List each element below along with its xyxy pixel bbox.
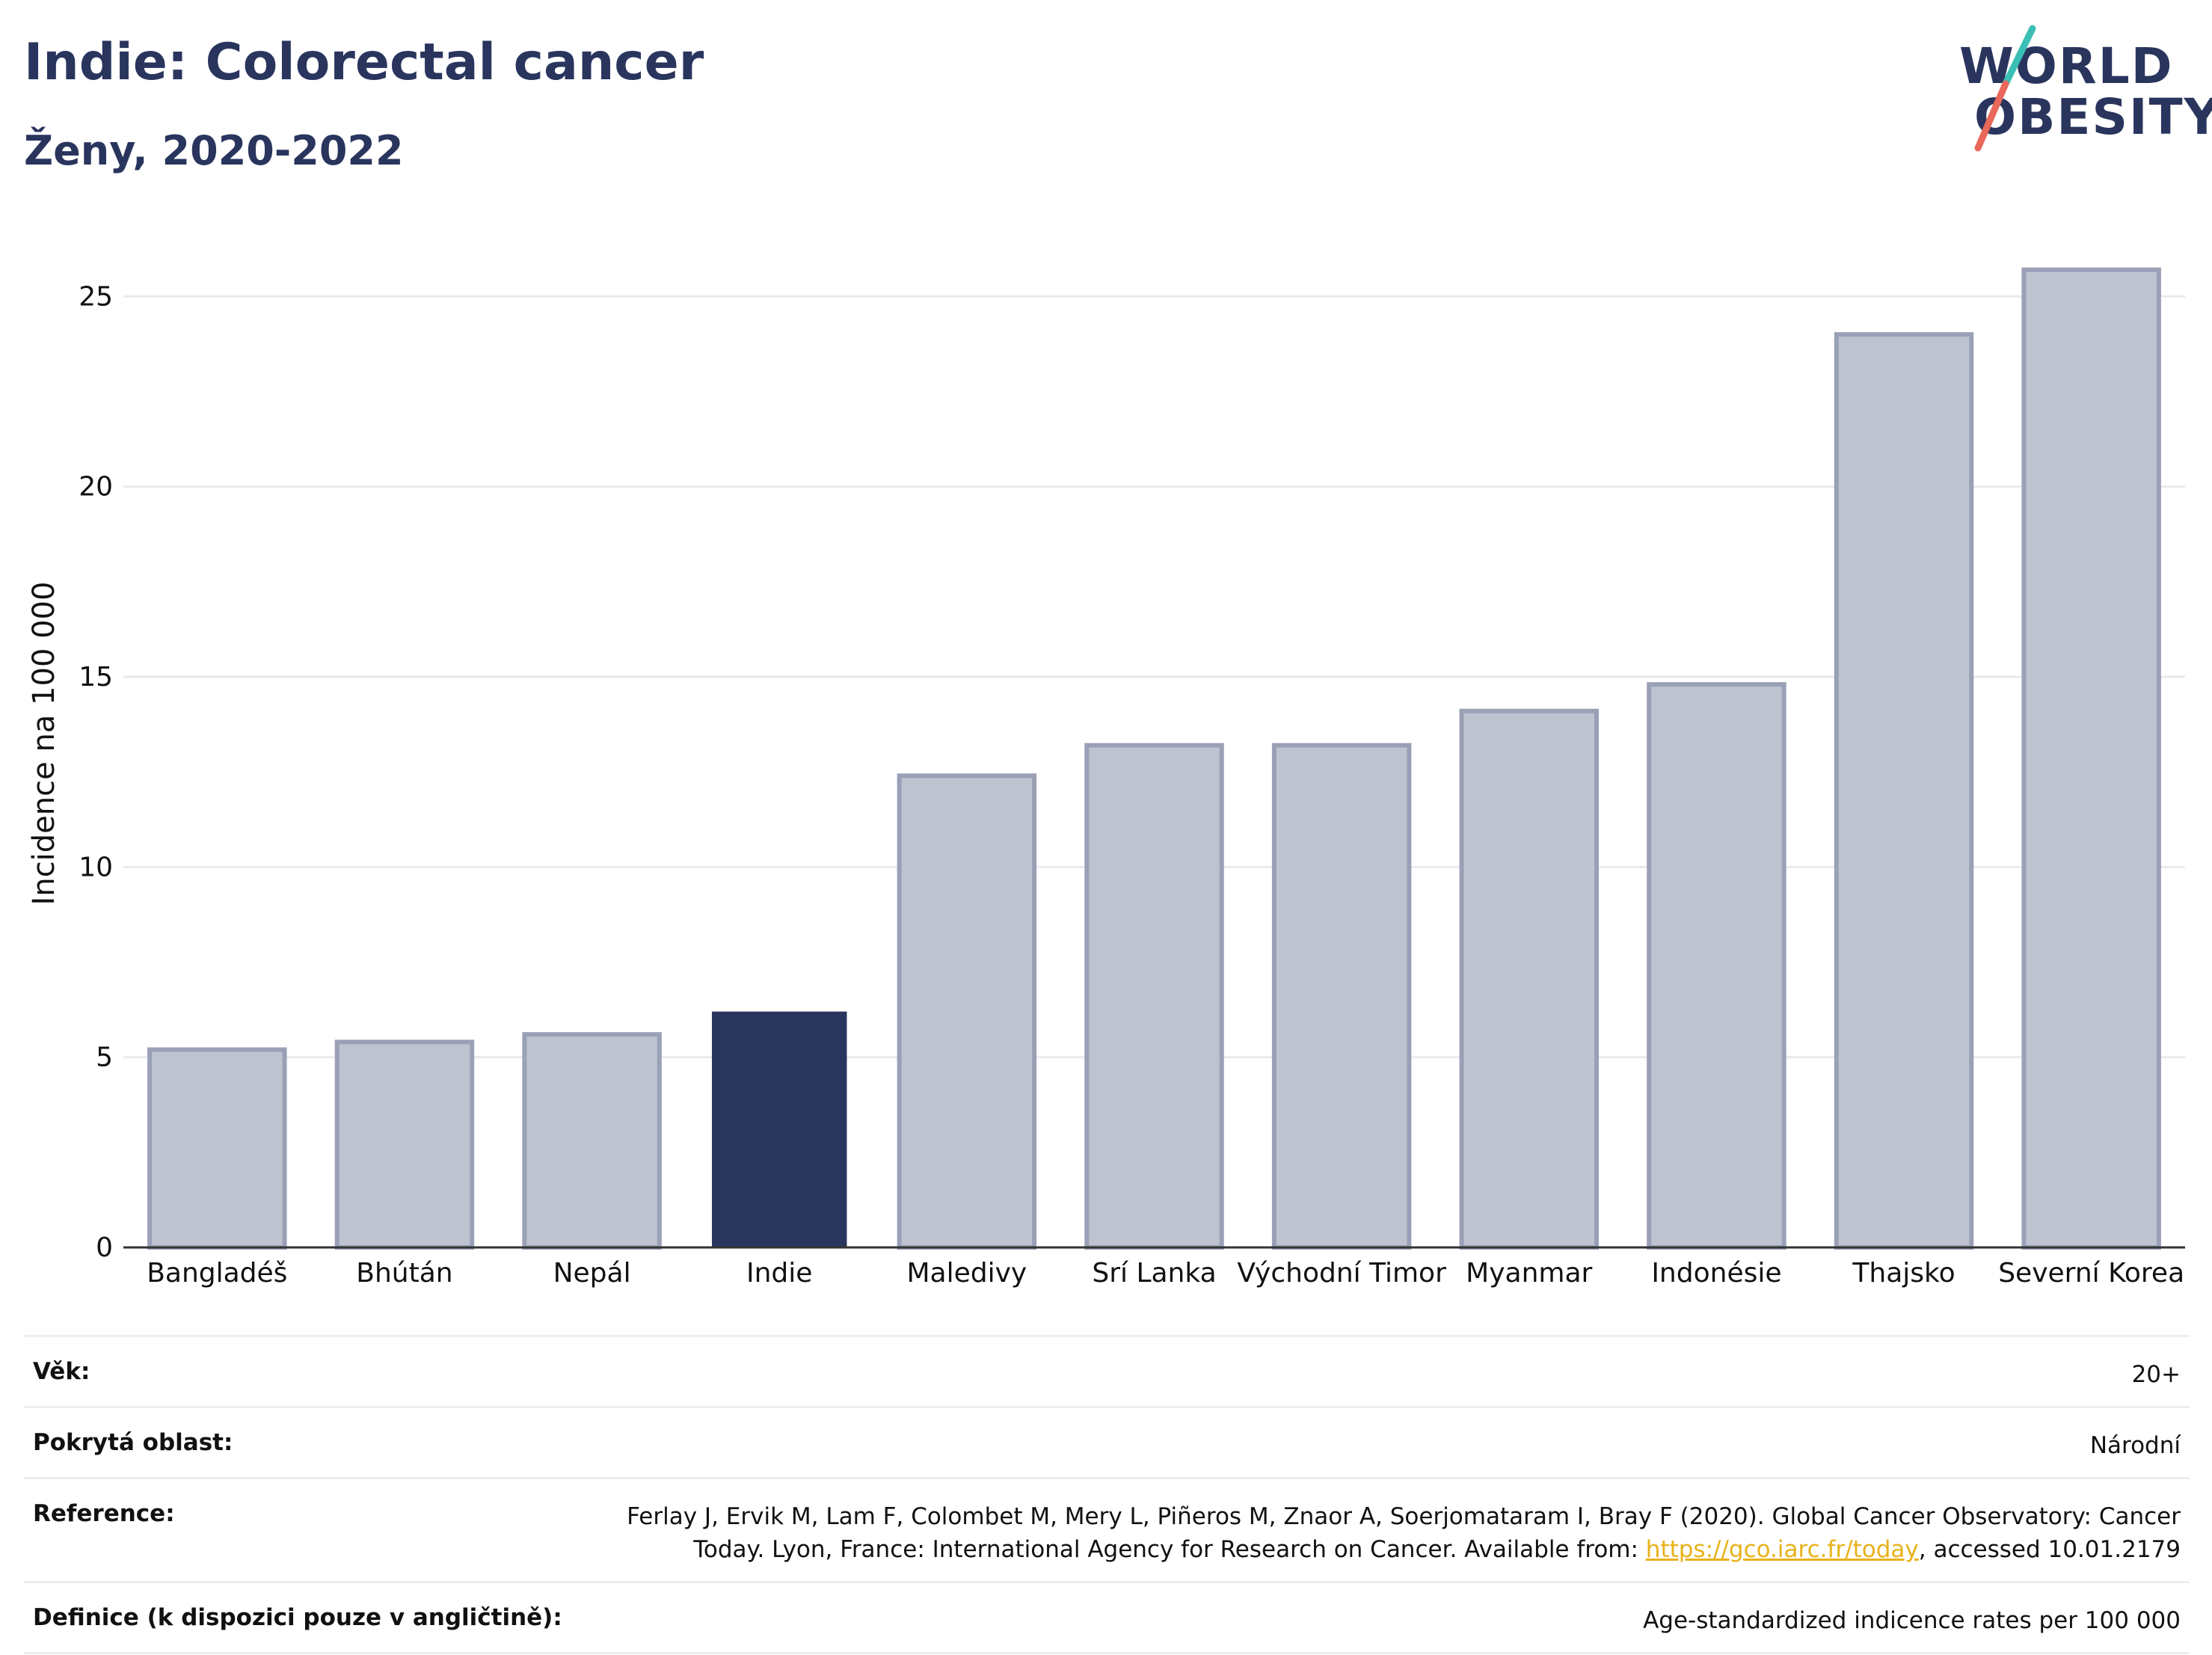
reference-label: Reference: [33, 1500, 175, 1527]
age-label: Věk: [33, 1358, 90, 1385]
logo-word-obesity: OBESITY [1974, 88, 2212, 146]
x-tick-label: Bangladéš [147, 1258, 287, 1289]
bar [522, 1032, 662, 1250]
logo-slash-icon [1974, 25, 2036, 152]
y-tick-label: 20 [79, 472, 113, 503]
y-tick-label: 25 [79, 281, 113, 312]
chart-subtitle: Ženy, 2020-2022 [24, 127, 404, 174]
bar-chart: 0 5 10 15 20 25 Bangladéš Bhútán Nepál Indie Maled… [0, 209, 2212, 1301]
y-tick-label: 5 [96, 1043, 113, 1073]
y-tick-label: 10 [79, 852, 113, 882]
world-obesity-logo[interactable]: WORLD OBESITY [1944, 22, 2212, 165]
info-row-reference: Reference: Ferlay J, Ervik M, Lam F, Col… [24, 1477, 2190, 1581]
x-tick-label: Indonésie [1651, 1258, 1781, 1289]
reference-accessed: , accessed 10.01.2179 [1918, 1536, 2181, 1563]
definition-label: Definice (k dispozici pouze v angličtině… [33, 1604, 562, 1631]
x-tick-label: Srí Lanka [1092, 1258, 1216, 1289]
bar-highlight [711, 1011, 847, 1247]
y-tick-label: 0 [96, 1232, 113, 1263]
chart-title: Indie: Colorectal cancer [24, 33, 704, 92]
x-tick-label: Myanmar [1466, 1258, 1592, 1289]
info-table: Věk: 20+ Pokrytá oblast: Národní Referen… [24, 1335, 2190, 1654]
x-tick-label: Thajsko [1852, 1258, 1955, 1289]
coverage-value: Národní [2089, 1432, 2181, 1459]
bar [1834, 332, 1974, 1250]
reference-link[interactable]: https://gco.iarc.fr/today [1645, 1536, 1919, 1563]
info-row-definition: Definice (k dispozici pouze v angličtině… [24, 1581, 2190, 1654]
bar [334, 1040, 475, 1250]
reference-value: Ferlay J, Ervik M, Lam F, Colombet M, Me… [610, 1500, 2181, 1566]
coverage-label: Pokrytá oblast: [33, 1429, 233, 1456]
logo-word-world: WORLD [1959, 37, 2174, 95]
x-tick-label: Bhútán [356, 1258, 452, 1289]
info-row-age: Věk: 20+ [24, 1335, 2190, 1406]
bar [2021, 267, 2161, 1250]
bar [1271, 743, 1412, 1250]
info-row-coverage: Pokrytá oblast: Národní [24, 1406, 2190, 1477]
bar-chart-svg: 0 5 10 15 20 25 Bangladéš Bhútán Nepál Indie Maled… [27, 267, 2185, 1289]
age-value: 20+ [2131, 1361, 2181, 1388]
bar [1084, 743, 1224, 1250]
reference-text: Ferlay J, Ervik M, Lam F, Colombet M, Me… [627, 1503, 2181, 1563]
bar [897, 773, 1037, 1250]
definition-value: Age-standardized indicence rates per 100… [1643, 1607, 2181, 1634]
x-tick-label: Indie [746, 1258, 812, 1289]
y-axis-label: Incidence na 100 000 [27, 582, 61, 906]
x-tick-label: Nepál [553, 1258, 631, 1289]
y-tick-label: 15 [79, 662, 113, 693]
bar [1647, 682, 1787, 1250]
x-tick-label: Severní Korea [1998, 1258, 2184, 1289]
bar [147, 1047, 287, 1250]
x-tick-label: Maledivy [906, 1258, 1027, 1289]
bar [1459, 708, 1600, 1250]
x-tick-label: Východní Timor [1237, 1258, 1446, 1289]
